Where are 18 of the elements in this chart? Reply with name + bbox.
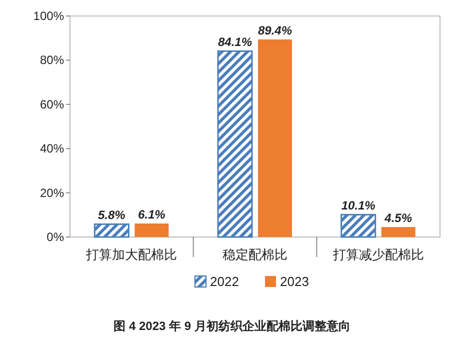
y-tick-label: 0% [46,230,64,244]
data-label: 4.5% [384,211,412,226]
data-label: 89.4% [258,23,292,38]
data-label: 10.1% [341,198,376,213]
y-tick-label: 20% [40,186,64,200]
data-label: 6.1% [138,208,166,222]
legend-label: 2022 [210,274,239,289]
data-label: 84.1% [218,35,252,50]
x-tick-label: 稳定配棉比 [222,247,288,262]
y-tick-label: 40% [40,142,64,156]
y-tick-label: 100% [33,9,64,23]
x-tick-label: 打算减少配棉比 [332,247,424,262]
y-tick-label: 80% [40,53,64,68]
x-tick-label: 打算加大配棉比 [85,247,178,262]
text: 图 4 2023 年 9 月初纺织企业配棉比调整意向 [114,319,350,333]
data-label: 5.8% [98,208,126,222]
legend-label: 2023 [280,274,309,289]
y-tick-label: 60% [40,97,64,112]
